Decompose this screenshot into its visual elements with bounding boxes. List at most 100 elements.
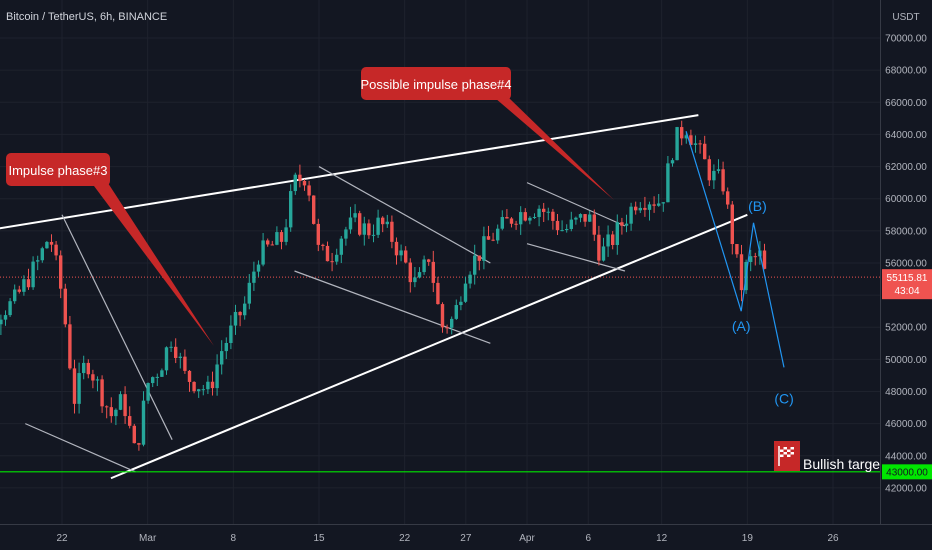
impulse-phase-4-callout: Possible impulse phase#4 [360,67,614,200]
price-tick-label: 70000.00 [885,34,927,45]
candle-body [551,211,555,221]
candle-body [275,232,279,245]
candle-body [546,211,550,213]
trend-line-falling-3b [526,243,626,272]
candle-body [164,347,169,371]
candle-body [201,389,205,391]
candle-body [440,304,445,328]
candle-body [49,241,54,245]
price-axis-background [880,0,932,524]
candle-body [210,381,215,389]
trend-line-rising-wedge-bottom [110,213,748,480]
candle-body [252,271,256,283]
candle-body [270,244,274,246]
candle-body [72,368,77,404]
candle-body [721,169,725,192]
candle-body [753,256,757,258]
candle-body [35,260,40,262]
candle-body [141,400,146,445]
wave-projection-line [685,131,785,368]
candle-body [173,346,178,358]
candle-body [509,218,514,224]
candle-body [376,217,380,235]
candle-body [8,301,12,316]
candle-body [367,223,371,236]
candle-body [564,228,569,231]
candle-body [40,248,44,261]
callout-box [6,153,110,186]
last-price-value: 55115.81 [887,273,928,284]
callout-pointer [488,92,614,200]
price-axis[interactable]: USDT 42000.00 44000.00 46000.00 48000.00 500… [880,0,932,524]
candle-body [426,259,431,262]
candle-body [472,255,477,275]
target-level-tag: 43000.00 [882,464,932,480]
candle-body [247,282,251,304]
price-tick-label: 46000.00 [885,419,927,430]
candle-body [560,230,564,232]
candle-body [26,279,31,288]
price-tick-labels: 42000.00 44000.00 46000.00 48000.00 50000.00… [885,34,927,495]
candle-body [486,236,491,240]
candle-body [229,325,233,343]
candle-body [353,213,357,218]
candle-body [279,232,284,242]
candle-body [537,208,541,218]
candle-body [689,135,693,145]
time-tick-label: 15 [313,533,325,544]
trend-line-falling-1b [25,423,136,473]
candle-body [638,207,642,211]
candle-body [739,254,744,291]
candle-body [587,214,592,222]
candle-body [449,318,454,328]
candle-body [224,342,228,352]
price-tick-label: 52000.00 [885,323,927,334]
candle-body [482,236,486,261]
price-tick-label: 58000.00 [885,226,927,237]
candle-body [528,217,532,221]
candle-body [633,206,638,211]
candle-body [169,346,173,348]
candle-body [183,356,187,371]
price-tick-label: 68000.00 [885,66,927,77]
candle-body [206,381,210,390]
time-tick-label: 27 [460,533,472,544]
candle-body [707,159,711,181]
candle-body [394,241,399,256]
candle-body [298,174,302,181]
candle-body [569,219,573,229]
callout-text: Impulse phase#3 [8,163,107,178]
candle-body [403,250,408,263]
candle-body [422,259,426,273]
candle-body [505,216,509,219]
grid [0,0,880,524]
candle-body [68,324,72,369]
candle-body [54,244,58,256]
currency-label: USDT [892,12,919,23]
candle-body [417,272,422,278]
candle-body [431,261,435,283]
candle-body [730,204,734,245]
time-tick-label: 8 [231,533,237,544]
time-axis[interactable]: 22 Mar 8 15 22 27 Apr 6 12 19 26 [0,524,932,545]
candle-body [123,394,127,417]
candle-body [362,223,366,235]
candle-body [371,234,376,236]
trend-line-falling-3a [526,182,626,227]
candle-body [348,217,353,230]
candle-body [132,425,136,444]
candle-body [670,160,675,164]
price-tick-label: 48000.00 [885,387,927,398]
candle-body [583,214,587,222]
price-tick-label: 50000.00 [885,355,927,366]
candle-body [288,191,293,228]
candle-body [656,203,661,206]
candle-body [31,261,35,288]
candle-body [118,394,123,410]
candle-body [339,238,343,255]
candle-body [693,143,698,145]
candle-body [357,213,362,235]
candle-body [12,289,17,302]
candle-body [592,214,596,235]
